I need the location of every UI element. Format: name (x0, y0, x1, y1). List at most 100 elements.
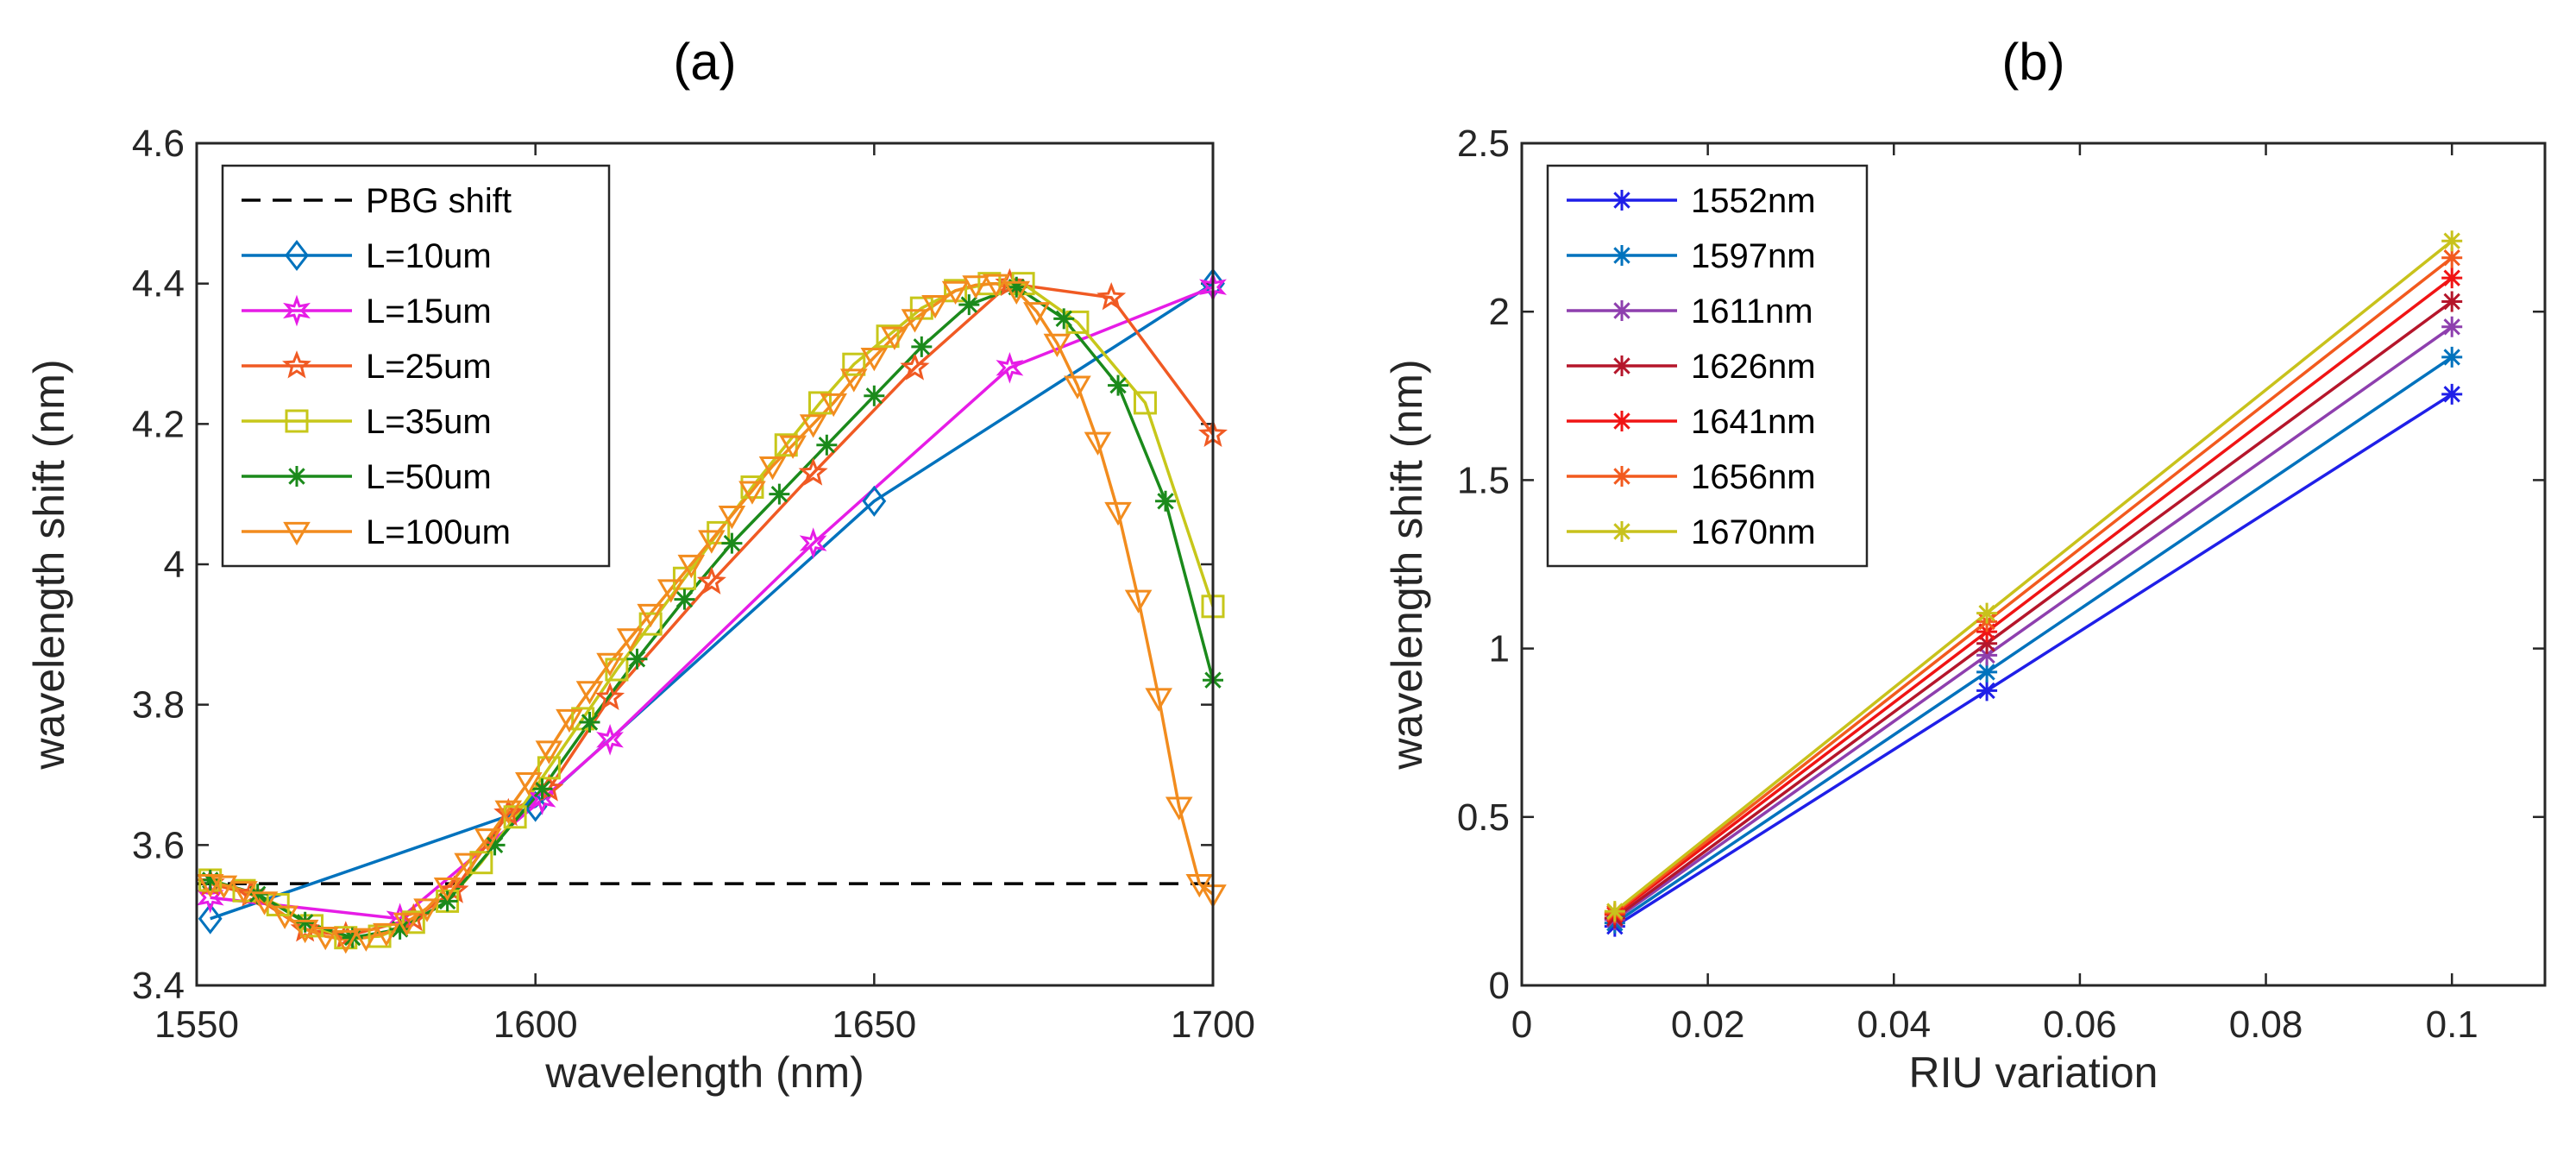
data-point (698, 530, 726, 554)
data-point (799, 414, 827, 438)
data-point (820, 393, 848, 418)
data-point (718, 505, 746, 530)
axes-box (195, 142, 1215, 987)
data-point (876, 324, 900, 349)
data-point (437, 890, 458, 912)
data-point (331, 930, 360, 954)
data-point (1976, 602, 1998, 624)
data-point (774, 433, 798, 457)
legend-marker (1612, 411, 1632, 431)
data-point (2441, 316, 2463, 337)
legend-label: 1611nm (1691, 293, 1813, 330)
y-tick-label: 4.4 (132, 263, 185, 305)
legend-marker (1612, 245, 1632, 266)
data-point (977, 272, 1002, 296)
y-axis-label: wavelength shift (nm) (1383, 359, 1431, 770)
data-point (1064, 375, 1091, 400)
data-point (738, 481, 766, 505)
data-point (413, 898, 441, 922)
legend-marker (283, 521, 311, 546)
data-point (469, 851, 493, 875)
legend-label: 1552nm (1691, 182, 1816, 220)
data-point (1165, 796, 1193, 821)
data-point (1006, 276, 1027, 298)
y-tick-label: 1 (1489, 628, 1510, 670)
data-point (911, 336, 933, 357)
data-point (199, 870, 221, 890)
legend-marker (282, 350, 311, 379)
data-point (595, 682, 625, 711)
y-tick-label: 2 (1489, 291, 1510, 333)
data-point (515, 772, 543, 796)
legend-marker (283, 294, 311, 327)
data-point (2441, 247, 2463, 268)
data-point (1155, 490, 1177, 512)
y-tick-label: 4 (164, 544, 185, 586)
data-point (537, 756, 561, 780)
legend-marker (285, 239, 309, 272)
data-point (958, 294, 980, 316)
data-point (210, 875, 238, 899)
data-point (996, 351, 1024, 384)
x-tick-label: 0.04 (1857, 1004, 1931, 1046)
data-point (2441, 383, 2463, 405)
data-point (696, 566, 726, 595)
data-point (1976, 632, 1998, 654)
legend-label: L=50um (366, 458, 492, 496)
chart-title: (a) (673, 33, 736, 91)
data-point (1976, 661, 1998, 683)
legend-marker (1612, 466, 1632, 487)
data-point (523, 790, 548, 822)
data-point (1108, 374, 1129, 396)
data-point (1104, 501, 1132, 526)
legend-label: L=10um (366, 237, 492, 275)
legend-label: 1626nm (1691, 348, 1816, 386)
y-tick-label: 3.8 (132, 684, 185, 727)
y-tick-label: 1.5 (1457, 459, 1510, 501)
data-point (860, 347, 889, 372)
data-point (2441, 230, 2463, 252)
data-point (198, 903, 223, 934)
x-axis-label: wavelength (nm) (544, 1048, 864, 1097)
data-point (596, 652, 624, 677)
data-point (373, 922, 400, 947)
data-point (389, 918, 411, 940)
data-point (556, 708, 583, 733)
x-tick-label: 0.02 (1671, 1004, 1745, 1046)
legend-marker (1612, 355, 1632, 376)
data-point (842, 352, 866, 376)
axes-box (1520, 142, 2547, 987)
x-tick-label: 0.08 (2229, 1004, 2303, 1046)
legend-label: 1670nm (1691, 513, 1816, 551)
data-point (839, 368, 868, 393)
legend-marker (1612, 300, 1632, 321)
legend-marker (1612, 190, 1632, 211)
data-point (250, 891, 279, 915)
data-point (2441, 267, 2463, 289)
data-point (291, 919, 319, 944)
legend-marker (1612, 521, 1632, 542)
y-tick-label: 4.6 (132, 123, 185, 165)
data-point (579, 712, 600, 733)
data-point (626, 648, 648, 670)
data-point (982, 274, 1010, 298)
data-point (962, 275, 990, 299)
data-point (799, 527, 827, 559)
data-point (393, 912, 421, 936)
x-tick-label: 1650 (832, 1004, 916, 1046)
chart-panel-a: (a) 1550 1600 1650 1700 3.4 3.6 3.8 4 4.2 4.4 4.6 wa… (25, 33, 1255, 1097)
data-point (862, 485, 887, 517)
data-point (528, 783, 556, 815)
data-point (1976, 645, 1998, 666)
data-point (311, 926, 340, 951)
data-point (1133, 391, 1157, 415)
data-point (672, 566, 696, 590)
data-point (921, 294, 949, 319)
legend: 1552nm 1597nm 1611nm 1626nm 1641nm 1656nm 1670… (1546, 164, 1869, 568)
legend-label: 1597nm (1691, 237, 1816, 275)
data-point (271, 905, 298, 929)
data-point (1096, 281, 1127, 311)
data-point (808, 391, 832, 415)
legend-label: 1641nm (1691, 403, 1816, 441)
